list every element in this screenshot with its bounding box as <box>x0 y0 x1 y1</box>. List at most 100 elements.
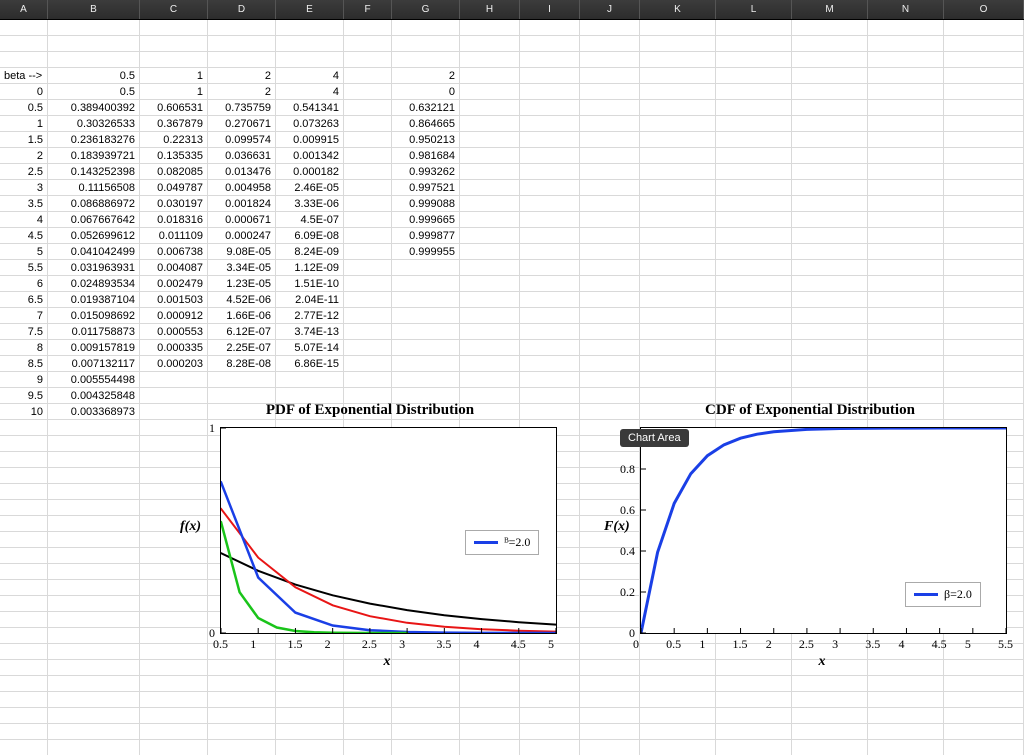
cell[interactable] <box>640 292 716 308</box>
cell[interactable] <box>640 340 716 356</box>
cell[interactable]: 6.86E-15 <box>276 356 344 372</box>
cell[interactable] <box>640 308 716 324</box>
cell[interactable] <box>520 180 580 196</box>
cell[interactable] <box>792 68 868 84</box>
cell[interactable] <box>344 20 392 36</box>
cell[interactable] <box>520 52 580 68</box>
cell[interactable] <box>520 36 580 52</box>
cell[interactable] <box>716 276 792 292</box>
cell[interactable] <box>580 356 640 372</box>
cell[interactable] <box>392 276 460 292</box>
cell[interactable] <box>580 68 640 84</box>
cell[interactable] <box>520 340 580 356</box>
cell[interactable] <box>460 68 520 84</box>
cell[interactable]: 0.067667642 <box>48 212 140 228</box>
cell[interactable] <box>640 132 716 148</box>
cell[interactable] <box>944 148 1024 164</box>
cell[interactable]: 0.073263 <box>276 116 344 132</box>
cell[interactable] <box>716 340 792 356</box>
cell[interactable] <box>140 372 208 388</box>
pdf-chart[interactable]: PDF of Exponential Distribution f(x) 0.5… <box>170 402 570 742</box>
cell[interactable]: 9 <box>0 372 48 388</box>
cell[interactable] <box>344 180 392 196</box>
cell[interactable]: 0.009915 <box>276 132 344 148</box>
cell[interactable] <box>792 356 868 372</box>
cell[interactable] <box>0 484 48 500</box>
cell[interactable] <box>944 324 1024 340</box>
cell[interactable] <box>868 276 944 292</box>
cell[interactable]: 4 <box>0 212 48 228</box>
cell[interactable] <box>868 20 944 36</box>
cell[interactable]: 1 <box>0 116 48 132</box>
cell[interactable] <box>460 356 520 372</box>
cell[interactable] <box>716 372 792 388</box>
cell[interactable] <box>520 196 580 212</box>
cell[interactable] <box>716 308 792 324</box>
cell[interactable]: 5.5 <box>0 260 48 276</box>
cell[interactable]: 0.004087 <box>140 260 208 276</box>
cell[interactable] <box>716 180 792 196</box>
cell[interactable] <box>716 740 792 755</box>
cell[interactable] <box>640 276 716 292</box>
cell[interactable] <box>944 292 1024 308</box>
cell[interactable]: 1 <box>140 68 208 84</box>
cell[interactable] <box>580 292 640 308</box>
cell[interactable] <box>640 148 716 164</box>
cell[interactable] <box>792 36 868 52</box>
cell[interactable] <box>0 564 48 580</box>
cell[interactable] <box>460 740 520 755</box>
cell[interactable] <box>520 212 580 228</box>
cell[interactable] <box>580 340 640 356</box>
cell[interactable]: beta --> <box>0 68 48 84</box>
cell[interactable]: 1.12E-09 <box>276 260 344 276</box>
cell[interactable] <box>868 164 944 180</box>
cell[interactable] <box>944 340 1024 356</box>
cell[interactable]: 1 <box>140 84 208 100</box>
cell[interactable] <box>48 548 140 564</box>
cell[interactable]: 5.07E-14 <box>276 340 344 356</box>
cell[interactable] <box>48 420 140 436</box>
cell[interactable] <box>792 292 868 308</box>
cell[interactable]: 0 <box>0 84 48 100</box>
cell[interactable]: 0.011109 <box>140 228 208 244</box>
cell[interactable]: 0.004325848 <box>48 388 140 404</box>
column-header-M[interactable]: M <box>792 0 868 19</box>
cell[interactable] <box>868 52 944 68</box>
cell[interactable]: 0.052699612 <box>48 228 140 244</box>
cell[interactable] <box>48 660 140 676</box>
cell[interactable] <box>792 308 868 324</box>
cell[interactable] <box>392 340 460 356</box>
cell[interactable]: 0.013476 <box>208 164 276 180</box>
cell[interactable] <box>460 132 520 148</box>
cell[interactable]: 2.25E-07 <box>208 340 276 356</box>
cell[interactable]: 0.000912 <box>140 308 208 324</box>
cell[interactable]: 0.041042499 <box>48 244 140 260</box>
cell[interactable]: 0.143252398 <box>48 164 140 180</box>
cell[interactable] <box>944 180 1024 196</box>
cell[interactable] <box>344 132 392 148</box>
cell[interactable]: 0.999665 <box>392 212 460 228</box>
cell[interactable] <box>580 308 640 324</box>
cell[interactable] <box>640 260 716 276</box>
cell[interactable] <box>580 180 640 196</box>
column-header-D[interactable]: D <box>208 0 276 19</box>
cell[interactable]: 1.66E-06 <box>208 308 276 324</box>
cell[interactable] <box>580 132 640 148</box>
cell[interactable] <box>460 100 520 116</box>
cell[interactable]: 0.000182 <box>276 164 344 180</box>
cell[interactable]: 3.34E-05 <box>208 260 276 276</box>
cell[interactable] <box>580 228 640 244</box>
cell[interactable] <box>868 100 944 116</box>
cell[interactable]: 0.005554498 <box>48 372 140 388</box>
cell[interactable]: 3.5 <box>0 196 48 212</box>
cell[interactable] <box>716 68 792 84</box>
column-header-H[interactable]: H <box>460 0 520 19</box>
cell[interactable]: 0.000553 <box>140 324 208 340</box>
cell[interactable] <box>580 196 640 212</box>
cell[interactable]: 0.000335 <box>140 340 208 356</box>
cell[interactable] <box>580 164 640 180</box>
cell[interactable] <box>580 148 640 164</box>
cell[interactable]: 6.5 <box>0 292 48 308</box>
cell[interactable] <box>344 228 392 244</box>
cell[interactable]: 0.541341 <box>276 100 344 116</box>
